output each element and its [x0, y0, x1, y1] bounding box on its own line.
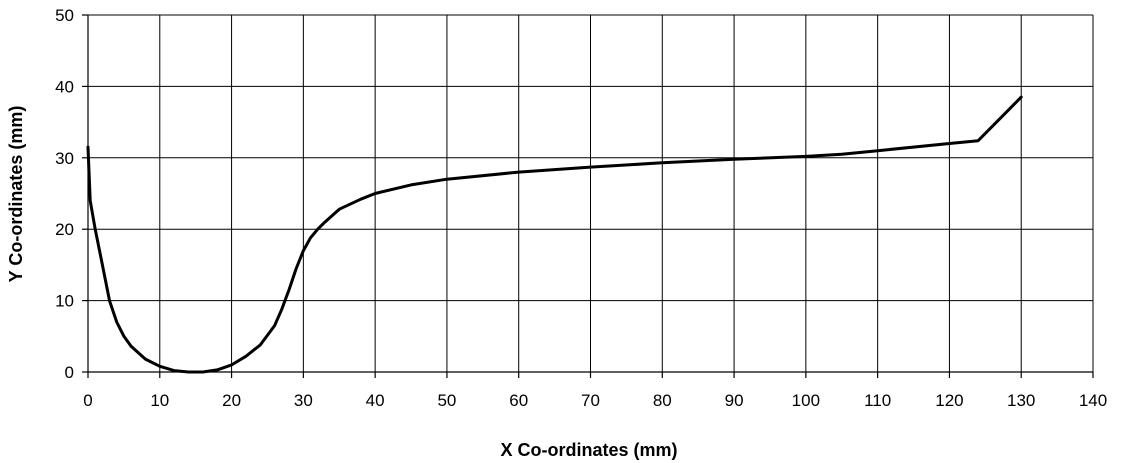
- y-tick-label: 0: [65, 363, 74, 382]
- x-tick-label: 110: [864, 391, 891, 410]
- y-tick-label: 20: [55, 220, 74, 239]
- x-tick-label: 40: [366, 391, 385, 410]
- y-tick-label: 40: [55, 77, 74, 96]
- x-tick-label: 130: [1007, 391, 1035, 410]
- y-tick-label: 10: [55, 292, 74, 311]
- x-tick-label: 0: [83, 391, 92, 410]
- x-tick-label: 50: [437, 391, 456, 410]
- x-tick-label: 60: [509, 391, 528, 410]
- x-tick-label: 70: [581, 391, 600, 410]
- x-tick-label: 20: [222, 391, 241, 410]
- x-tick-label: 10: [150, 391, 169, 410]
- ticks: 0 10 20 30 40 50 60 70 80 90 100 110 120 130 140 0 10 20 3…: [55, 6, 1107, 410]
- x-tick-label: 140: [1079, 391, 1107, 410]
- y-tick-label: 50: [55, 6, 74, 25]
- series: [86, 95, 1023, 374]
- y-tick-label: 30: [55, 149, 74, 168]
- series-line: [86, 95, 1023, 374]
- grid: [88, 14, 1094, 372]
- x-tick-label: 90: [725, 391, 744, 410]
- x-axis-title: X Co-ordinates (mm): [500, 440, 677, 460]
- y-axis-title: Y Co-ordinates (mm): [6, 106, 26, 283]
- x-tick-label: 120: [935, 391, 963, 410]
- x-tick-label: 30: [294, 391, 313, 410]
- x-tick-label: 100: [792, 391, 820, 410]
- x-tick-label: 80: [653, 391, 672, 410]
